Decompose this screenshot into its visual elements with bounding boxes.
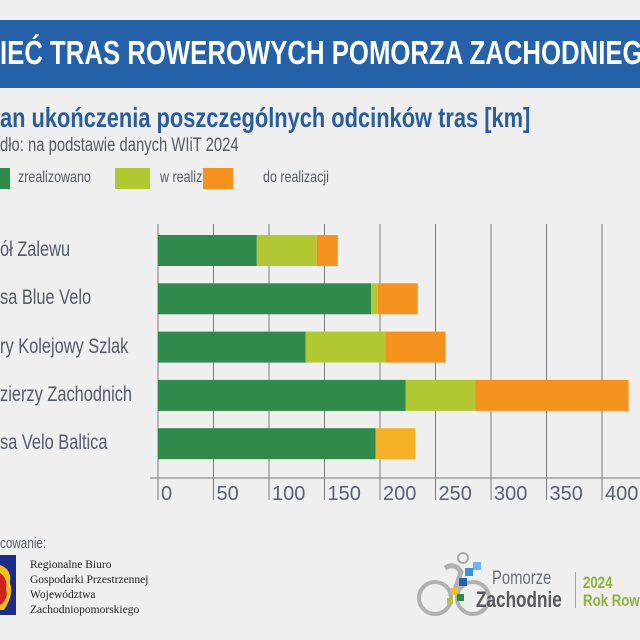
footer-caption-text: cowanie:	[0, 535, 47, 552]
cyclist-logo-icon	[417, 552, 491, 616]
x-tick-label: 0	[161, 483, 173, 505]
coat-of-arms-logo	[0, 555, 16, 615]
bar-zrealizowano	[158, 428, 376, 460]
x-tick-label: 150	[327, 483, 361, 505]
source-note: dło: na podstawie danych WIiT 2024	[0, 135, 306, 157]
logo-text: Zachodnie	[476, 587, 562, 612]
bar-w-realizacji	[405, 379, 476, 411]
page-title-text: IEĆ TRAS ROWEROWYCH POMORZA ZACHODNIEGO	[0, 34, 640, 71]
category-label-text: sa Blue Velo	[0, 286, 92, 310]
category-label: ry Kolejowy Szlak	[0, 335, 165, 359]
bar-do-realizacji	[377, 283, 418, 315]
x-tick-label: 50	[216, 483, 239, 505]
category-label: sa Velo Baltica	[0, 431, 138, 455]
org-line: Województwa	[30, 589, 96, 601]
category-label: zierzy Zachodnich	[0, 383, 169, 407]
category-label: sa Blue Velo	[0, 286, 117, 310]
footer-caption: cowanie:	[0, 535, 59, 552]
bar-zrealizowano	[158, 331, 306, 363]
logo-divider	[575, 572, 576, 608]
bar-zrealizowano	[158, 379, 406, 411]
bar-w-realizacji	[371, 283, 378, 315]
category-label-text: ół Zalewu	[0, 238, 71, 261]
legend-text: do realizacji	[263, 169, 329, 186]
chart-title: an ukończenia poszczególnych odcinków tr…	[0, 102, 640, 134]
legend-text: zrealizowano	[18, 169, 91, 186]
x-tick-label: 100	[272, 483, 306, 505]
logo-year: 2024	[583, 573, 621, 593]
page-title: IEĆ TRAS ROWEROWYCH POMORZA ZACHODNIEGO	[0, 34, 640, 72]
org-line: Regionalne Biuro	[30, 559, 112, 571]
org-line: Zachodniopomorskiego	[30, 604, 140, 616]
bar-w-realizacji	[256, 235, 317, 266]
legend-label-zrealizowano: zrealizowano	[18, 169, 111, 187]
logo-tagline: Rok Rowe	[583, 591, 640, 611]
logo-zachodnie: Zachodnie	[476, 587, 586, 613]
bar-chart	[150, 224, 640, 500]
category-label-text: ry Kolejowy Szlak	[0, 334, 129, 358]
bar-zrealizowano	[158, 235, 257, 266]
x-tick-label: 350	[549, 483, 583, 505]
logo-text: 2024	[583, 573, 613, 592]
bar-zrealizowano	[158, 283, 372, 315]
x-tick-label: 250	[438, 483, 472, 505]
org-line: Gospodarki Przestrzennej	[30, 574, 149, 586]
bar-do-realizacji	[375, 428, 416, 460]
logo-pomorze: Pomorze	[492, 568, 568, 590]
legend-label-do-realizacji: do realizacji	[263, 169, 347, 187]
x-tick-label: 300	[494, 483, 528, 505]
x-tick-label: 200	[383, 483, 417, 505]
chart-title-text: an ukończenia poszczególnych odcinków tr…	[0, 102, 531, 133]
title-banner	[0, 20, 640, 88]
legend-swatch-w-realizacji	[115, 168, 150, 189]
logo-text: Pomorze	[492, 568, 552, 589]
category-label-text: sa Velo Baltica	[0, 431, 108, 455]
bar-do-realizacji	[385, 331, 446, 363]
category-label-text: zierzy Zachodnich	[0, 382, 133, 406]
bar-w-realizacji	[305, 331, 386, 363]
x-tick-label: 400	[605, 483, 639, 505]
legend-swatch-do-realizacji	[203, 168, 233, 189]
logo-text: Rok Rowe	[583, 591, 640, 610]
bar-do-realizacji	[316, 235, 338, 266]
source-text: dło: na podstawie danych WIiT 2024	[0, 135, 239, 156]
bar-do-realizacji	[475, 379, 629, 411]
category-label: ół Zalewu	[0, 238, 90, 262]
legend-swatch-zrealizowano	[0, 168, 10, 189]
